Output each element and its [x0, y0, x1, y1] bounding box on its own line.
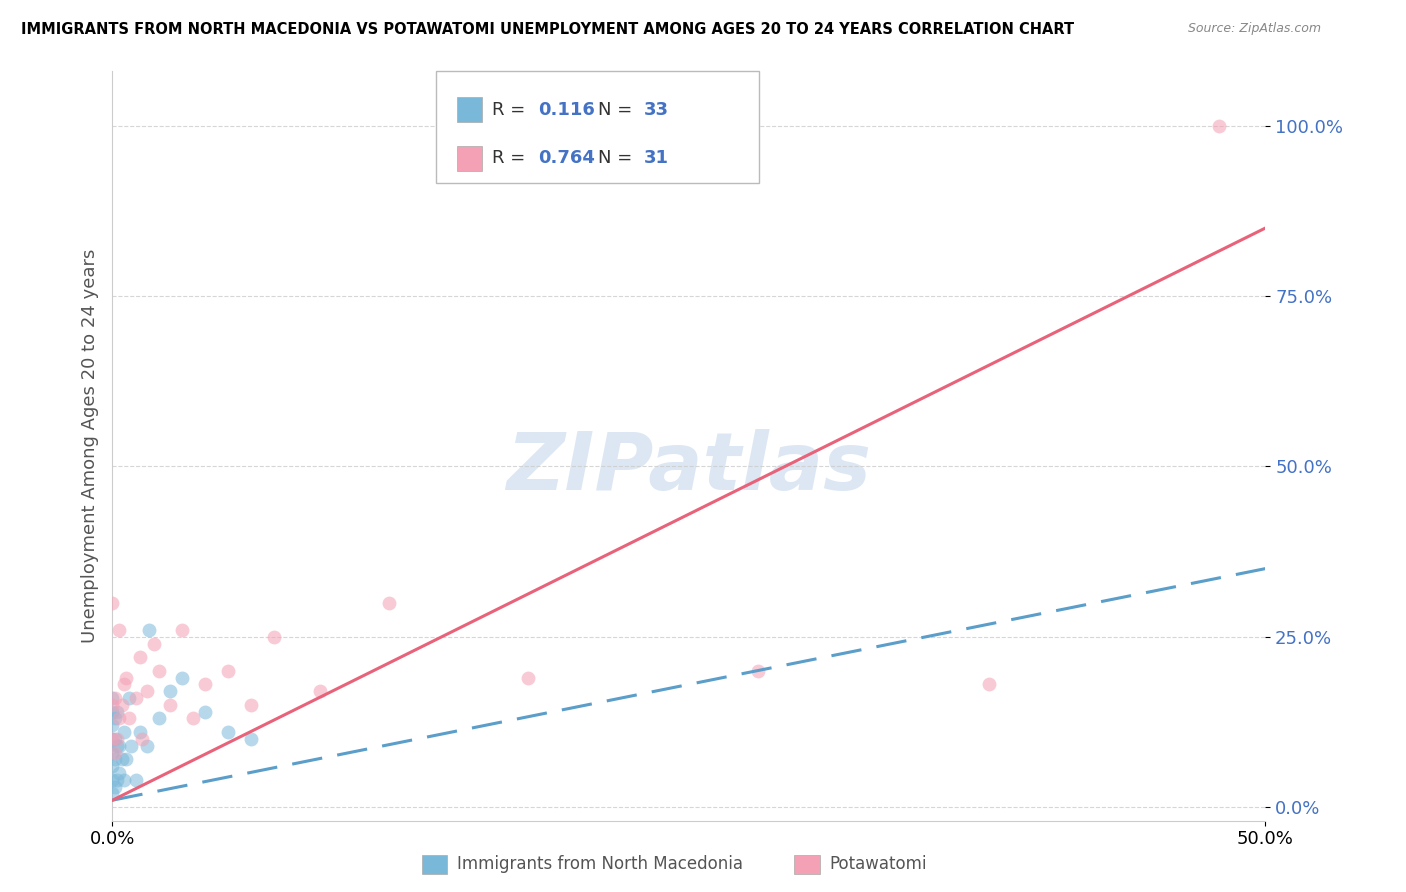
Point: [101, 759, 124, 773]
Point: [148, 711, 170, 725]
Point: [194, 677, 217, 691]
Text: R =: R =: [492, 101, 531, 119]
Text: 31: 31: [644, 149, 669, 167]
Text: IMMIGRANTS FROM NORTH MACEDONIA VS POTAWATOMI UNEMPLOYMENT AMONG AGES 20 TO 24 Y: IMMIGRANTS FROM NORTH MACEDONIA VS POTAW…: [21, 22, 1074, 37]
Point: [111, 752, 134, 766]
Point: [101, 718, 124, 732]
Point: [108, 711, 131, 725]
Point: [112, 772, 135, 787]
Y-axis label: Unemployment Among Ages 20 to 24 years: Unemployment Among Ages 20 to 24 years: [80, 249, 98, 643]
Text: N =: N =: [598, 101, 637, 119]
Point: [138, 623, 160, 637]
Point: [309, 684, 332, 698]
Point: [105, 731, 128, 746]
Point: [104, 746, 127, 760]
Point: [148, 664, 170, 678]
Point: [108, 623, 131, 637]
Point: [516, 671, 538, 685]
Point: [129, 725, 152, 739]
Point: [181, 711, 204, 725]
Point: [101, 746, 124, 760]
Point: [117, 711, 139, 725]
Point: [105, 739, 128, 753]
Point: [101, 786, 124, 800]
Point: [747, 664, 769, 678]
Text: Potawatomi: Potawatomi: [830, 855, 927, 873]
Point: [159, 698, 181, 712]
Point: [112, 677, 135, 691]
Point: [378, 596, 401, 610]
Point: [1208, 119, 1230, 133]
Point: [124, 691, 146, 706]
Text: 33: 33: [644, 101, 669, 119]
Point: [108, 739, 131, 753]
Point: [104, 780, 127, 794]
Point: [104, 731, 127, 746]
Point: [131, 731, 153, 746]
Point: [263, 630, 285, 644]
Point: [115, 752, 138, 766]
Text: ZIPatlas: ZIPatlas: [506, 429, 872, 508]
Point: [124, 772, 146, 787]
Point: [136, 684, 159, 698]
Point: [104, 691, 127, 706]
Text: N =: N =: [598, 149, 637, 167]
Point: [101, 705, 124, 719]
Point: [170, 671, 193, 685]
Point: [108, 766, 131, 780]
Point: [101, 731, 124, 746]
Point: [159, 684, 181, 698]
Point: [129, 650, 152, 665]
Point: [977, 677, 1000, 691]
Point: [239, 731, 262, 746]
Point: [105, 705, 128, 719]
Point: [101, 772, 124, 787]
Point: [105, 772, 128, 787]
Point: [217, 664, 239, 678]
Point: [101, 691, 124, 706]
Point: [111, 698, 134, 712]
Point: [101, 731, 124, 746]
Text: 0.116: 0.116: [538, 101, 595, 119]
Text: R =: R =: [492, 149, 531, 167]
Point: [104, 752, 127, 766]
Point: [170, 623, 193, 637]
Point: [143, 636, 166, 650]
Point: [239, 698, 262, 712]
Point: [101, 698, 124, 712]
Point: [194, 705, 217, 719]
Point: [117, 691, 139, 706]
Point: [112, 725, 135, 739]
Point: [101, 596, 124, 610]
Point: [104, 711, 127, 725]
Text: Source: ZipAtlas.com: Source: ZipAtlas.com: [1188, 22, 1322, 36]
Point: [217, 725, 239, 739]
Point: [115, 671, 138, 685]
Point: [136, 739, 159, 753]
Point: [120, 739, 142, 753]
Text: 0.764: 0.764: [538, 149, 595, 167]
Text: Immigrants from North Macedonia: Immigrants from North Macedonia: [457, 855, 742, 873]
